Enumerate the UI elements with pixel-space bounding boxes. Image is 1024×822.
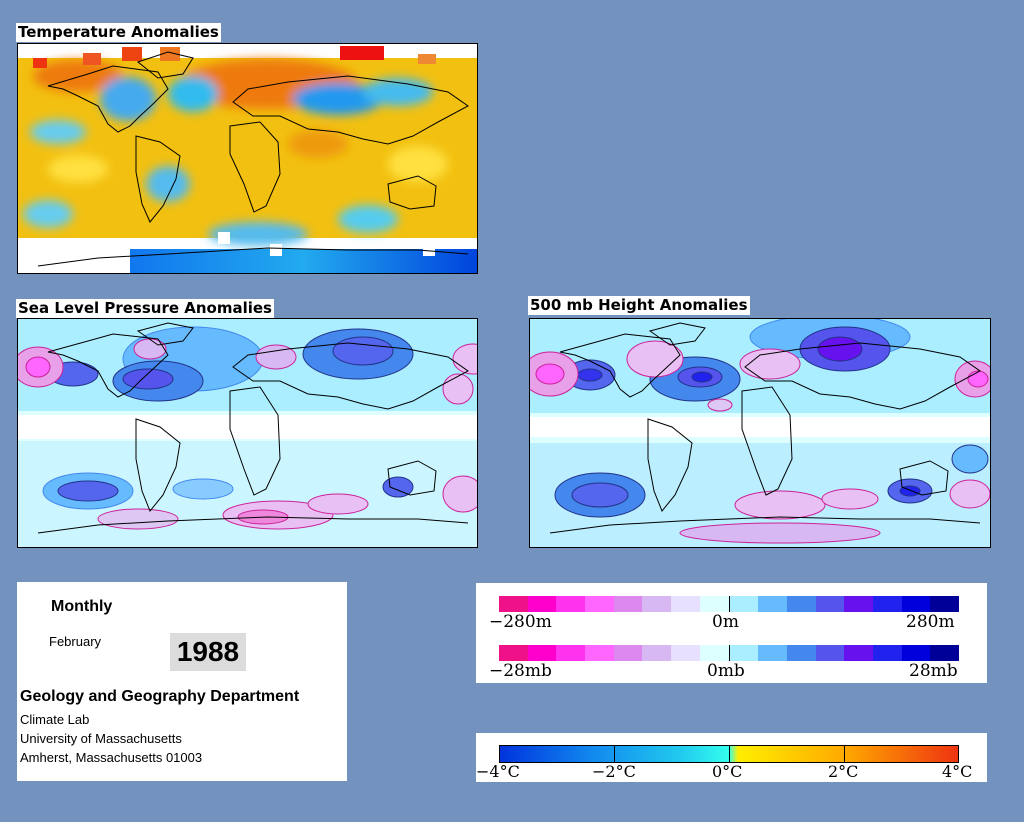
colorbar-swatch — [930, 645, 959, 661]
slp-coastlines — [37, 322, 469, 534]
temperature-map-title: Temperature Anomalies — [16, 23, 221, 42]
colorbar-swatch — [815, 645, 845, 661]
temperature-label-minus4: −4°C — [476, 762, 520, 781]
height-anomaly-map — [529, 318, 991, 548]
colorbar-swatch — [844, 645, 873, 661]
colorbar-swatch — [699, 596, 729, 612]
temperature-coastlines — [37, 51, 469, 267]
colorbar-swatch — [585, 596, 614, 612]
colorbar-swatch — [758, 596, 787, 612]
colorbar-swatch — [527, 645, 557, 661]
period-label: Monthly — [51, 598, 113, 615]
temperature-label-2: 2°C — [828, 762, 859, 781]
temperature-label-0: 0°C — [712, 762, 743, 781]
temperature-colorbar-ticks — [499, 745, 959, 763]
colorbar-swatch — [930, 596, 959, 612]
colorbar-swatch — [786, 645, 816, 661]
slp-anomaly-map — [17, 318, 478, 548]
height-max-label: 280m — [906, 612, 955, 632]
colorbar-swatch — [499, 596, 528, 612]
lab-label: Climate Lab — [20, 712, 90, 727]
address-label: Amherst, Massachusetts 01003 — [20, 750, 203, 765]
colorbar-swatch — [642, 645, 672, 661]
temperature-label-minus2: −2°C — [592, 762, 636, 781]
colorbar-swatch — [613, 645, 643, 661]
height-coastlines — [549, 322, 981, 534]
colorbar-swatch — [585, 645, 614, 661]
university-label: University of Massachusetts — [20, 731, 182, 746]
colorbar-swatch — [527, 596, 557, 612]
department-label: Geology and Geography Department — [20, 688, 300, 705]
colorbar-swatch — [699, 645, 729, 661]
temperature-label-4: 4°C — [942, 762, 973, 781]
colorbar-swatch — [815, 596, 845, 612]
temperature-legend: −4°C −2°C 0°C 2°C 4°C — [476, 733, 987, 782]
info-panel: Monthly February 1988 Geology and Geogra… — [17, 582, 347, 781]
height-mid-label: 0m — [712, 612, 739, 632]
height-pressure-legend: −280m 0m 280m −28mb 0mb 28mb — [476, 583, 987, 683]
colorbar-swatch — [613, 596, 643, 612]
height-map-title: 500 mb Height Anomalies — [528, 296, 750, 315]
colorbar-swatch — [901, 596, 931, 612]
pressure-max-label: 28mb — [909, 661, 958, 681]
colorbar-swatch — [901, 645, 931, 661]
height-min-label: −280m — [489, 612, 552, 632]
year-label: 1988 — [170, 633, 246, 671]
temperature-anomaly-map — [17, 43, 478, 274]
pressure-min-label: −28mb — [489, 661, 552, 681]
colorbar-swatch — [671, 596, 700, 612]
month-label: February — [49, 634, 102, 649]
colorbar-swatch — [556, 645, 586, 661]
height-colorbar — [499, 596, 959, 612]
colorbar-swatch — [499, 645, 528, 661]
pressure-mid-label: 0mb — [707, 661, 745, 681]
colorbar-swatch — [758, 645, 787, 661]
colorbar-swatch — [671, 645, 700, 661]
colorbar-swatch — [872, 645, 902, 661]
colorbar-swatch — [728, 596, 759, 612]
colorbar-swatch — [844, 596, 873, 612]
colorbar-swatch — [642, 596, 672, 612]
colorbar-swatch — [556, 596, 586, 612]
pressure-colorbar — [499, 645, 959, 661]
slp-map-title: Sea Level Pressure Anomalies — [16, 299, 274, 318]
colorbar-swatch — [872, 596, 902, 612]
colorbar-swatch — [728, 645, 759, 661]
colorbar-swatch — [786, 596, 816, 612]
